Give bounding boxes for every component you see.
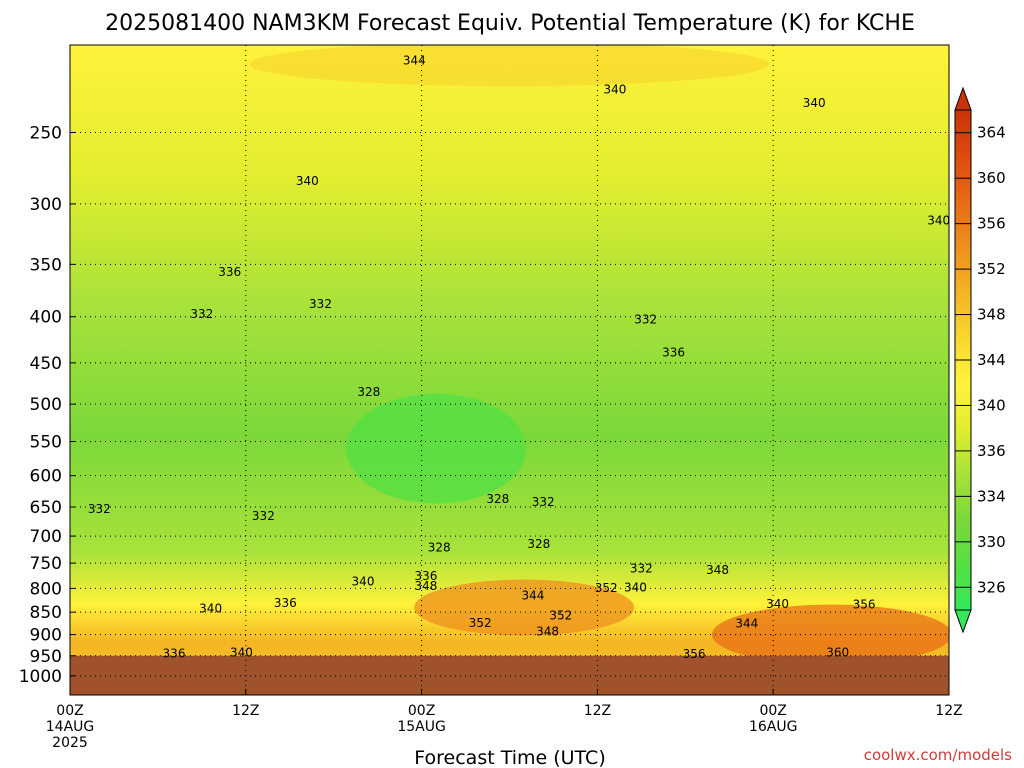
plot-frame [69,44,950,696]
colorbar-label: 336 [977,442,1006,460]
y-tick-label: 750 [30,554,62,574]
contour-label: 328 [486,492,509,506]
y-tick-label: 400 [30,308,62,328]
contour-label: 336 [274,596,297,610]
contour-label: 352 [595,581,618,595]
x-tick-label: 12Z [935,703,962,719]
contour-label: 328 [428,541,451,555]
chart-title: 2025081400 NAM3KM Forecast Equiv. Potent… [105,11,915,36]
contour-label: 344 [521,589,544,603]
y-tick-label: 450 [30,354,62,374]
field-warm-pool [414,579,635,636]
colorbar-label: 326 [977,578,1006,596]
x-tick-label: 2025 [52,735,88,751]
x-tick-label: 12Z [232,703,259,719]
x-tick-label: 12Z [584,703,611,719]
colorbar: 326 330 334 336 340 344 348 352 356 360 364 [954,86,1006,634]
colorbar-label: 352 [977,260,1006,278]
contour-label: 356 [853,597,876,611]
colorbar-label: 330 [977,533,1006,551]
contour-label: 356 [683,647,706,661]
contour-label: 340 [296,174,319,188]
contour-label: 328 [357,385,380,399]
contour-label: 352 [469,616,492,630]
x-tick-label: 16AUG [749,719,798,735]
contour-label: 344 [403,53,426,67]
contour-label: 336 [662,345,685,359]
y-tick-label: 550 [30,433,62,453]
contour-labels: 344 340 340 340 340 336 332 332 332 336 328 332 332 3… [88,53,950,661]
contour-label: 340 [803,96,826,110]
colorbar-bottom-arrow [954,609,972,634]
contour-label: 340 [230,645,253,659]
y-tick-label: 650 [30,498,62,518]
contour-label: 340 [927,214,950,228]
x-axis-label: Forecast Time (UTC) [414,747,605,768]
y-tick-label: 350 [30,255,62,275]
colorbar-label: 364 [977,124,1006,142]
y-tick-label: 600 [30,467,62,487]
contour-label: 344 [735,617,758,631]
field-low-theta-core [346,393,527,504]
x-tick-label: 14AUG [46,719,95,735]
colorbar-label: 348 [977,306,1006,324]
x-tick-label: 15AUG [397,719,446,735]
contour-label: 348 [536,625,559,639]
x-tick-label: 00Z [56,703,83,719]
contour-label: 332 [630,561,653,575]
contour-label: 336 [163,647,186,661]
contour-label: 332 [532,495,555,509]
contour-label: 348 [415,579,438,593]
x-tick-label: 00Z [759,703,786,719]
colorbar-label: 360 [977,169,1006,187]
contour-label: 332 [252,509,275,523]
colorbar-label: 344 [977,351,1006,369]
footer-credit: coolwx.com/models [864,746,1012,764]
contour-label: 332 [634,313,657,327]
contour-label: 340 [624,580,647,594]
y-tick-label: 850 [30,603,62,623]
field-upper-warm-band [249,45,770,87]
contour-label: 332 [88,502,111,516]
contour-label: 336 [415,569,438,583]
contour-label: 340 [199,601,222,615]
plot-area [70,45,949,695]
contour-label: 332 [309,297,332,311]
y-tick-label: 700 [30,527,62,547]
y-axis: 250 300 350 400 450 500 550 600 650 700 750 800 850 9… [19,123,76,687]
contour-label: 348 [706,563,729,577]
y-tick-label: 900 [30,626,62,646]
y-tick-label: 1000 [19,667,62,687]
contour-label: 340 [604,82,627,96]
y-tick-label: 250 [30,123,62,143]
x-tick-label: 00Z [408,703,435,719]
colorbar-label: 334 [977,487,1006,505]
colorbar-label: 340 [977,396,1006,414]
contour-label: 336 [218,265,241,279]
contour-label: 352 [549,608,572,622]
y-tick-label: 800 [30,579,62,599]
contour-label: 328 [527,537,550,551]
y-tick-label: 300 [30,195,62,215]
contour-label: 340 [352,574,375,588]
underground-mask [70,655,949,695]
contour-label: 332 [190,307,213,321]
y-tick-label: 950 [30,647,62,667]
y-tick-label: 500 [30,395,62,415]
colorbar-top-arrow [954,86,972,111]
contour-label: 340 [766,597,789,611]
colorbar-label: 356 [977,215,1006,233]
contour-label: 360 [826,645,849,659]
